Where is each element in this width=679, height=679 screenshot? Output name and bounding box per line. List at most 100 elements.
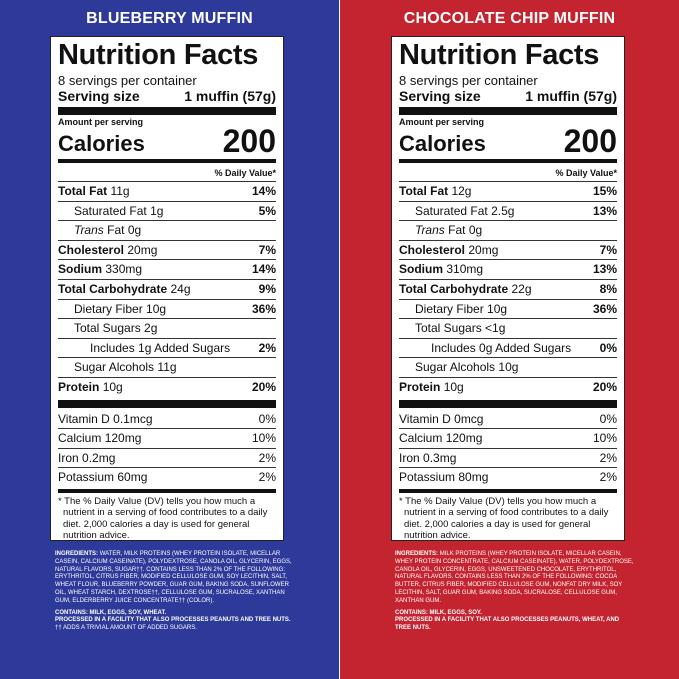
nutrient-amount: <1g — [485, 321, 506, 336]
divider-bar — [399, 488, 617, 493]
serving-size-value: 1 muffin (57g) — [525, 88, 617, 104]
nutrition-label: Nutrition Facts 8 servings per container… — [391, 36, 625, 541]
nutrient-row-total-carbohydrate: Total Carbohydrate 22g 8% — [399, 278, 617, 299]
vitamin-dv: 10% — [592, 431, 617, 446]
nutrient-amount: 2.5g — [491, 203, 515, 218]
nutrient-name: Sugar Alcohols — [415, 360, 496, 375]
ingredients-footnote: †† ADDS A TRIVIAL AMOUNT OF ADDED SUGARS… — [55, 625, 197, 632]
vitamin-name: Potassium — [399, 470, 456, 485]
allergen-facility: PROCESSED IN A FACILITY THAT ALSO PROCES… — [395, 617, 620, 632]
vitamin-name: Potassium — [58, 470, 115, 485]
nutrient-name: Total Fat — [58, 184, 108, 198]
vitamin-dv: 0% — [258, 411, 276, 426]
nutrient-name: Saturated Fat — [74, 203, 147, 218]
vitamin-name: Vitamin D — [399, 411, 451, 426]
ingredients-text: MILK PROTEINS (WHEY PROTEIN ISOLATE, MIC… — [395, 551, 634, 604]
nutrient-amount: 10g — [487, 301, 508, 316]
vitamin-row-iron: Iron 0.2mg 2% — [58, 447, 276, 468]
vitamin-row-vitamin-d: Vitamin D 0mcg 0% — [399, 410, 617, 429]
vitamin-dv: 2% — [258, 450, 276, 465]
nutrient-row-saturated-fat: Saturated Fat 1g 5% — [58, 200, 276, 221]
nutrient-amount: 11g — [110, 184, 130, 198]
divider-bar — [58, 488, 276, 493]
nutrient-dv: 13% — [592, 203, 617, 218]
ingredients-label: INGREDIENTS: — [395, 551, 439, 557]
nutrient-name: Total Fat — [399, 184, 449, 198]
nutrient-dv: 2% — [258, 340, 276, 355]
chocolate-chip-panel: CHOCOLATE CHIP MUFFIN Nutrition Facts 8 … — [340, 0, 679, 679]
vitamin-name: Vitamin D — [58, 411, 110, 426]
nutrient-dv: 14% — [251, 184, 276, 198]
nutrient-row-sugar-alcohols: Sugar Alcohols 10g — [399, 357, 617, 377]
nutrient-row-saturated-fat: Saturated Fat 2.5g 13% — [399, 200, 617, 221]
nutrient-amount: 0g Added Sugars — [479, 340, 572, 355]
nutrient-dv: 0% — [599, 340, 617, 355]
vitamin-dv: 0% — [599, 411, 617, 426]
panel-title: BLUEBERRY MUFFIN — [86, 10, 253, 27]
nutrient-name: Sodium — [58, 262, 102, 277]
serving-size-row: Serving size 1 muffin (57g) — [58, 88, 276, 104]
nutrient-amount: 0g — [468, 223, 483, 238]
divider-bar — [58, 159, 276, 163]
nutrient-row-sodium: Sodium 330mg 14% — [58, 259, 276, 279]
serving-size-label: Serving size — [399, 88, 481, 104]
nutrition-label: Nutrition Facts 8 servings per container… — [50, 36, 284, 541]
nutrient-amount: 0g — [127, 223, 142, 238]
daily-value-footnote: * The % Daily Value (DV) tells you how m… — [399, 495, 609, 542]
servings-per-container: 8 servings per container — [58, 73, 197, 88]
nutrient-name: Saturated Fat — [415, 203, 488, 218]
nutrient-name: Dietary Fiber — [74, 301, 143, 316]
nutrient-dv: 36% — [592, 301, 617, 316]
vitamin-dv: 10% — [251, 431, 276, 446]
vitamin-amount: 0.2mg — [82, 450, 116, 465]
nutrient-name: Trans — [415, 223, 445, 238]
nutrient-name: Trans — [74, 223, 104, 238]
nutrient-row-cholesterol: Cholesterol 20mg 7% — [399, 239, 617, 260]
vitamin-name: Calcium — [58, 431, 102, 446]
allergen-contains: CONTAINS: MILK, EGGS, SOY. — [395, 609, 482, 616]
blueberry-panel: BLUEBERRY MUFFIN Nutrition Facts 8 servi… — [0, 0, 339, 679]
nutrient-amount: 12g — [451, 184, 472, 198]
nutrient-name: Dietary Fiber — [415, 301, 484, 316]
nutrient-name: Protein — [399, 379, 441, 394]
amount-per-serving: Amount per serving — [58, 117, 144, 127]
nutrient-amount: 22g — [511, 281, 532, 296]
nutrient-amount: 1g Added Sugars — [138, 340, 231, 355]
nutrient-amount: 2g — [144, 321, 158, 336]
nutrient-dv: 13% — [592, 262, 617, 277]
nutrient-dv: 15% — [592, 184, 617, 198]
servings-per-container: 8 servings per container — [399, 73, 538, 88]
vitamin-name: Iron — [399, 450, 420, 465]
nutrient-name-suffix: Fat — [107, 223, 125, 238]
nutrient-name: Total Carbohydrate — [399, 281, 509, 296]
nutrient-row-total-sugars: Total Sugars 2g — [58, 318, 276, 338]
nutrient-row-protein: Protein 10g 20% — [58, 376, 276, 397]
vitamin-amount: 120mg — [445, 431, 483, 446]
nutrient-name: Total Sugars — [74, 321, 141, 336]
nutrient-row-added-sugars: Includes 0g Added Sugars 0% — [399, 337, 617, 358]
amount-per-serving: Amount per serving — [399, 117, 485, 127]
calories-label: Calories — [399, 131, 486, 156]
ingredients-text: WATER, MILK PROTEINS (WHEY PROTEIN ISOLA… — [55, 551, 292, 604]
nutrient-name: Cholesterol — [399, 242, 466, 257]
nutrient-row-total-carbohydrate: Total Carbohydrate 24g 9% — [58, 278, 276, 299]
nutrient-amount: 10g — [102, 379, 123, 394]
nutrient-amount: 10g — [443, 379, 464, 394]
calories-label: Calories — [58, 131, 145, 156]
ingredients-block: INGREDIENTS: MILK PROTEINS (WHEY PROTEIN… — [395, 551, 635, 633]
allergen-facility: PROCESSED IN A FACILITY THAT ALSO PROCES… — [55, 617, 291, 624]
vitamin-row-iron: Iron 0.3mg 2% — [399, 447, 617, 468]
ingredients-label: INGREDIENTS: — [55, 551, 99, 557]
vitamin-row-potassium: Potassium 60mg 2% — [58, 467, 276, 487]
nutrient-name: Protein — [58, 379, 100, 394]
vitamin-amount: 60mg — [117, 470, 148, 485]
nutrient-dv: 8% — [599, 281, 617, 296]
vitamin-name: Calcium — [399, 431, 443, 446]
divider-bar — [399, 399, 617, 408]
serving-size-row: Serving size 1 muffin (57g) — [399, 88, 617, 104]
nutrient-amount: 10g — [146, 301, 167, 316]
nutrient-amount: 330mg — [105, 262, 143, 277]
nutrient-dv: 14% — [251, 262, 276, 277]
vitamin-amount: 0.1mcg — [113, 411, 153, 426]
divider-bar — [58, 399, 276, 408]
